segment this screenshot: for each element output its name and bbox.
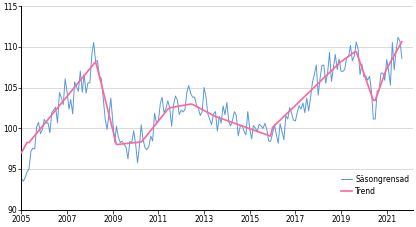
Line: Trend: Trend [22,42,402,153]
Line: Säsongrensad: Säsongrensad [22,37,402,181]
Legend: Säsongrensad, Trend: Säsongrensad, Trend [341,175,409,196]
